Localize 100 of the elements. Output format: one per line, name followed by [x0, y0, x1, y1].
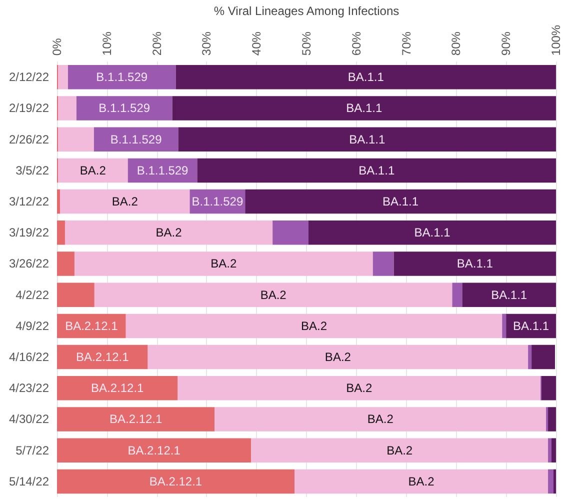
- text: BA.1.1: [346, 101, 382, 116]
- bar: [57, 469, 295, 494]
- text: BA.1.1: [414, 226, 450, 240]
- bar: [462, 282, 556, 307]
- text: B.1.1.529: [98, 101, 150, 116]
- bar: [58, 96, 76, 120]
- series-label: BA.1.1: [348, 70, 384, 84]
- text: BA.2: [386, 443, 413, 458]
- y-tick-label: 2/12/22: [8, 70, 50, 84]
- text: BA.2.12.1: [109, 412, 162, 426]
- bar: [76, 96, 172, 120]
- y-tick-label: 3/5/22: [16, 163, 50, 178]
- text: B.1.1.529: [136, 163, 188, 178]
- text: BA.2: [300, 318, 327, 333]
- y-tick-label: 2/26/22: [8, 132, 50, 146]
- bar: [272, 220, 308, 245]
- bar: [394, 252, 556, 276]
- bar: [542, 376, 556, 400]
- bar: [176, 65, 556, 90]
- y-tick-label: 4/23/22: [8, 381, 50, 396]
- bar: [57, 252, 74, 276]
- text: BA.1.1: [513, 318, 550, 333]
- bar: [251, 438, 548, 462]
- bar: [372, 252, 394, 276]
- bar: [178, 376, 541, 400]
- bar: [502, 314, 506, 338]
- bar: [178, 127, 556, 152]
- bar: [58, 127, 94, 152]
- text: B.1.1.529: [96, 70, 148, 84]
- bar: [197, 158, 556, 183]
- text: BA.2: [112, 194, 138, 209]
- bar: [57, 407, 215, 432]
- text: BA.2: [408, 474, 434, 488]
- y-tick-label: 5/14/22: [8, 474, 50, 488]
- text: BA.2: [260, 288, 286, 302]
- bar: [172, 96, 556, 120]
- text: BA.2: [80, 163, 106, 178]
- bar: [148, 344, 528, 370]
- y-tick-label: 2/19/22: [8, 101, 50, 116]
- bar: [294, 469, 548, 494]
- bar: [532, 344, 555, 370]
- text: BA.1.1: [491, 288, 528, 302]
- y-tick-label: 4/16/22: [8, 350, 50, 364]
- bar: [452, 282, 462, 307]
- series-label: BA.2: [324, 350, 352, 364]
- x-tick-label: 20%: [150, 31, 164, 56]
- x-tick-label: 30%: [200, 31, 214, 56]
- bar: [308, 220, 556, 245]
- bar: [552, 438, 556, 462]
- text: BA.2.12.1: [65, 318, 118, 333]
- x-axis-title: % Viral Lineages Among Infections: [214, 4, 400, 18]
- x-tick-label: 0%: [50, 38, 64, 56]
- y-tick-label: 5/7/22: [16, 443, 50, 458]
- bar: [64, 220, 273, 245]
- series-label: B.1.1.529: [192, 194, 244, 209]
- bar: [94, 127, 178, 152]
- bar: [214, 407, 546, 432]
- x-tick-label: 90%: [499, 31, 514, 56]
- text: BA.1.1: [349, 132, 386, 146]
- bar: [548, 407, 556, 432]
- text: BA.2.12.1: [91, 381, 144, 396]
- text: BA.2.12.1: [149, 474, 202, 488]
- bar: [58, 158, 128, 183]
- y-tick-label: 4/30/22: [8, 412, 50, 426]
- x-tick-label: 10%: [100, 31, 114, 56]
- bar: [245, 189, 556, 214]
- text: BA.2: [210, 256, 237, 271]
- y-tick-label: 3/19/22: [8, 226, 50, 240]
- bar: [548, 438, 552, 462]
- series-label: BA.2.12.1: [76, 350, 130, 364]
- bar: [57, 438, 252, 462]
- text: BA.1.1: [456, 256, 493, 271]
- bar: [57, 220, 65, 245]
- y-tick-label: 4/9/22: [16, 318, 50, 333]
- text: BA.2.12.1: [128, 443, 180, 458]
- bar: [58, 65, 68, 90]
- bar: [57, 376, 178, 400]
- bar: [57, 189, 60, 214]
- text: BA.2: [346, 381, 372, 396]
- x-tick-label: 40%: [250, 31, 264, 56]
- bar: [126, 314, 502, 338]
- bar: [528, 344, 532, 370]
- text: BA.1.1: [382, 194, 419, 209]
- bar: [94, 282, 452, 307]
- y-tick-label: 3/12/22: [8, 194, 50, 209]
- bar: [548, 469, 554, 494]
- bar: [57, 344, 148, 370]
- text: BA.1.1: [358, 163, 395, 178]
- bar: [57, 282, 94, 307]
- x-tick-label: 80%: [449, 31, 464, 56]
- bar: [74, 252, 373, 276]
- text: B.1.1.529: [110, 132, 162, 146]
- text: BA.2: [367, 412, 394, 426]
- x-tick-label: 70%: [399, 31, 414, 56]
- text: BA.2: [156, 226, 182, 240]
- y-tick-label: 3/26/22: [8, 256, 50, 271]
- x-tick-label: 100%: [549, 24, 563, 56]
- x-tick-label: 50%: [300, 31, 314, 56]
- x-tick-label: 60%: [349, 31, 364, 56]
- bar: [68, 65, 176, 90]
